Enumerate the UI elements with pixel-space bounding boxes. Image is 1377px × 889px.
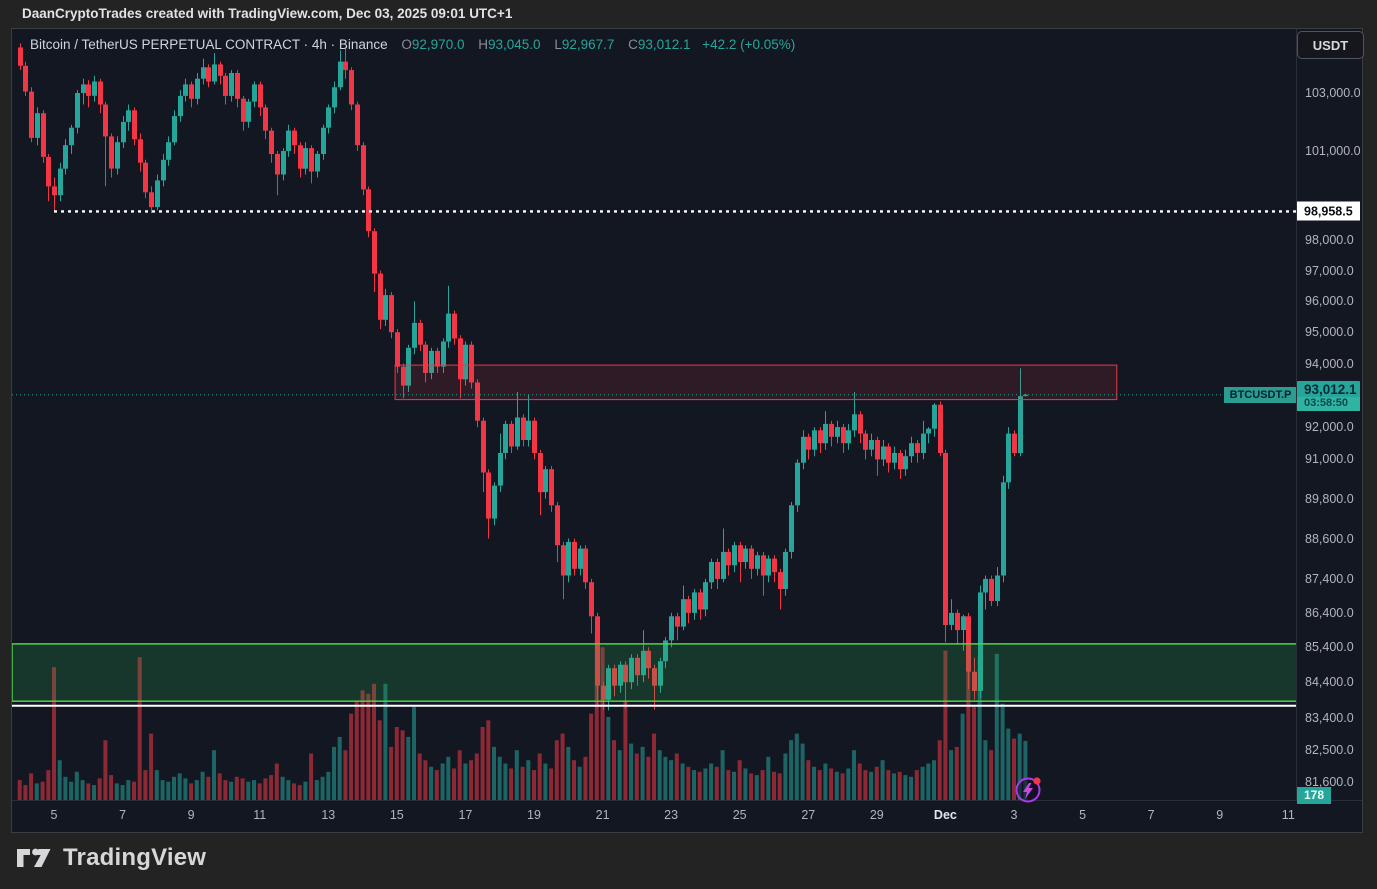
currency-toggle-usdt[interactable]: USDT [1297, 31, 1364, 59]
price-tick: 96,000.0 [1305, 294, 1354, 309]
price-tick: 101,000.0 [1305, 144, 1361, 158]
last-price-value: 93,012.1 [1304, 381, 1357, 397]
time-tick: 9 [1216, 808, 1224, 822]
time-axis[interactable]: 5 7 9 11 13 15 17 19 21 23 25 27 29 Dec 3 5 7 9 11 [12, 800, 1362, 833]
price-tick: 91,000.0 [1305, 452, 1354, 467]
time-tick: 11 [253, 808, 267, 822]
open-label: O [401, 37, 412, 52]
volume-value-label: 178 [1297, 787, 1332, 804]
price-tick: 89,800.0 [1305, 491, 1354, 506]
candles [18, 43, 1028, 711]
notification-dot [1033, 777, 1041, 785]
attribution-text: DaanCryptoTrades created with TradingVie… [22, 6, 513, 21]
time-tick: 9 [187, 808, 195, 822]
tradingview-logo-icon [17, 848, 51, 867]
price-tick: 95,000.0 [1305, 325, 1354, 340]
tradingview-logo[interactable]: TradingView [14, 843, 206, 873]
price-tick: 88,600.0 [1305, 531, 1354, 546]
time-tick: 13 [321, 808, 336, 822]
time-tick: 5 [1079, 808, 1087, 822]
time-tick: 27 [801, 808, 816, 822]
time-tick: 29 [869, 808, 884, 822]
price-tick: 94,000.0 [1305, 356, 1354, 371]
price-tick: 84,400.0 [1305, 675, 1354, 690]
high-value: 93,045.0 [487, 37, 541, 52]
price-axis[interactable]: 103,000.0 101,000.0 98,000.0 97,000.0 96,000… [1296, 29, 1363, 804]
price-tick: 85,400.0 [1305, 640, 1354, 655]
close-label: C [628, 37, 638, 52]
change-value: +42.2 (+0.05%) [702, 37, 796, 52]
price-alert-label: 98,958.5 [1297, 201, 1360, 221]
time-tick: 15 [389, 808, 404, 822]
price-tick: 83,400.0 [1305, 710, 1354, 725]
candle-countdown: 03:58:50 [1297, 396, 1360, 411]
price-tick: 81,600.0 [1305, 775, 1354, 789]
support-box[interactable] [12, 643, 1297, 702]
low-label: L [554, 37, 562, 52]
price-tick: 92,000.0 [1305, 420, 1354, 435]
time-tick: 19 [527, 808, 541, 822]
time-tick: 25 [732, 808, 747, 822]
resistance-box[interactable] [394, 364, 1118, 401]
price-tick: 97,000.0 [1305, 263, 1354, 278]
tradingview-logo-text: TradingView [63, 844, 207, 871]
time-tick: 3 [1010, 808, 1018, 822]
time-tick: 11 [1281, 808, 1295, 822]
time-tick: 23 [664, 808, 679, 822]
symbol-title[interactable]: Bitcoin / TetherUS PERPETUAL CONTRACT · … [30, 37, 388, 52]
price-tick: 87,400.0 [1305, 571, 1354, 586]
symbol-header[interactable]: Bitcoin / TetherUS PERPETUAL CONTRACT · … [30, 37, 795, 52]
low-value: 92,967.7 [561, 37, 615, 52]
symbol-price-tag: BTCUSDT.P [1224, 387, 1297, 403]
chart-panel: Bitcoin / TetherUS PERPETUAL CONTRACT · … [11, 28, 1363, 833]
price-tick: 86,400.0 [1305, 605, 1354, 620]
price-tick: 98,000.0 [1305, 233, 1354, 248]
lightning-badge[interactable] [1013, 774, 1043, 804]
open-value: 92,970.0 [411, 37, 465, 52]
high-label: H [478, 37, 488, 52]
time-tick: 7 [1147, 808, 1155, 822]
time-tick: 21 [595, 808, 610, 822]
time-tick: Dec [933, 808, 957, 822]
volume-bars [17, 634, 1028, 800]
price-tick: 82,500.0 [1305, 742, 1354, 757]
close-value: 93,012.1 [637, 37, 691, 52]
lightning-icon [1023, 783, 1033, 799]
time-tick: 17 [458, 808, 473, 822]
time-tick: 5 [50, 808, 58, 822]
last-price-label: 93,012.1 03:58:50 [1297, 380, 1360, 411]
time-tick: 7 [119, 808, 127, 822]
price-tick: 103,000.0 [1305, 86, 1361, 100]
chart-canvas[interactable] [12, 29, 1297, 800]
